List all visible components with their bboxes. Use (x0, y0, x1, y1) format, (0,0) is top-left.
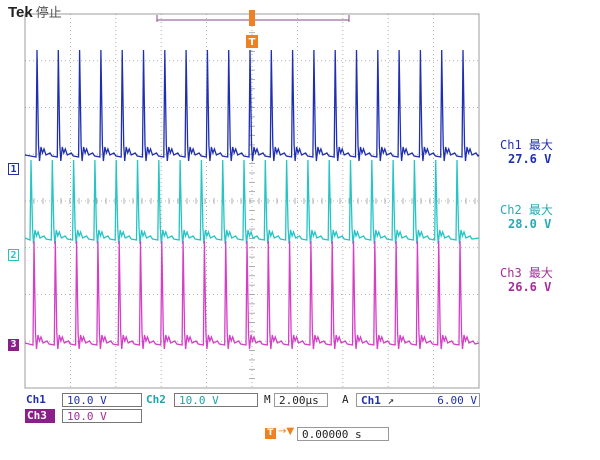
trigger-marker-letter: T (249, 37, 256, 48)
ch2-measurement-value: 28.0 V (508, 217, 552, 231)
ch2-measurement-name: Ch2 (500, 203, 522, 217)
brand-logo: Tek 停止 (8, 2, 62, 21)
trigger-source: Ch1 (361, 394, 381, 407)
ch2-status-label[interactable]: Ch2 (146, 393, 166, 406)
ch1-measurement: Ch1 最大 27.6 V (500, 138, 553, 166)
trigger-position-icon: T (265, 428, 276, 439)
arrow-right-icon: →▼ (278, 426, 295, 437)
ch3-status-label[interactable]: Ch3 (25, 409, 55, 423)
ch3-measurement-value: 26.6 V (508, 280, 552, 294)
ch1-scale-readout[interactable]: 10.0 V (62, 393, 142, 407)
ch3-measurement-name: Ch3 (500, 266, 522, 280)
ch3-ground-marker[interactable]: 3 (8, 339, 19, 351)
trigger-position-marker[interactable]: T (246, 35, 258, 48)
ch3-waveform (24, 240, 480, 350)
ch3-measurement-type: 最大 (528, 266, 553, 280)
acquisition-state: 停止 (35, 5, 62, 20)
ch2-scale-readout[interactable]: 10.0 V (174, 393, 258, 407)
waveforms (24, 49, 480, 350)
ch1-measurement-value: 27.6 V (508, 152, 552, 166)
trigger-position-readout[interactable]: 0.00000 s (297, 427, 389, 441)
ch1-status-label[interactable]: Ch1 (26, 393, 46, 406)
rising-edge-icon: ↗ (387, 394, 395, 407)
ch1-measurement-type: 最大 (528, 138, 553, 152)
ch1-waveform (24, 49, 480, 162)
ch1-measurement-name: Ch1 (500, 138, 522, 152)
graticule (24, 13, 480, 389)
ch3-scale-readout[interactable]: 10.0 V (62, 409, 142, 423)
trigger-level: 6.00 V (437, 394, 477, 407)
timebase-prefix: M (264, 393, 271, 406)
brand-name: Tek (8, 4, 33, 21)
ch2-measurement-type: 最大 (528, 203, 553, 217)
ch2-measurement: Ch2 最大 28.0 V (500, 203, 553, 231)
ch2-waveform (24, 159, 480, 245)
ch1-ground-marker[interactable]: 1 (8, 163, 19, 175)
ch3-measurement: Ch3 最大 26.6 V (500, 266, 553, 294)
timebase-readout[interactable]: 2.00μs (274, 393, 328, 407)
ch2-ground-marker[interactable]: 2 (8, 249, 19, 261)
trigger-readout[interactable]: Ch1 ↗ 6.00 V (356, 393, 480, 407)
record-position-bar[interactable] (156, 10, 350, 26)
trigger-mode-icon: A (342, 393, 349, 406)
